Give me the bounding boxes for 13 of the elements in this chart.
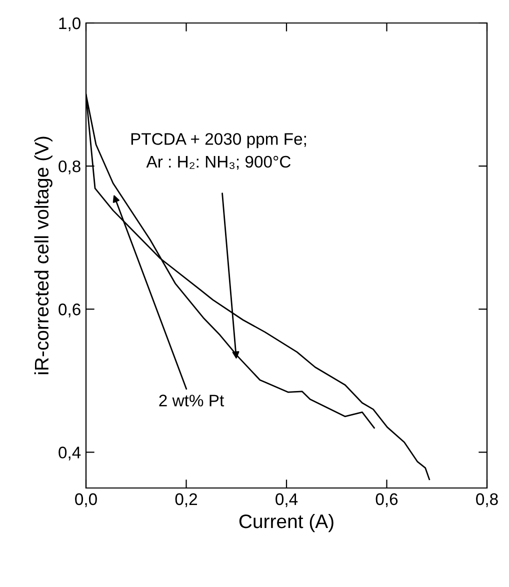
x-tick-label: 0,0 <box>75 493 97 508</box>
y-tick-label: 1,0 <box>59 17 80 32</box>
x-tick-label: 0,8 <box>476 493 498 508</box>
x-tick-label: 0,6 <box>376 493 398 508</box>
x-tick-label: 0,2 <box>175 493 197 508</box>
y-tick-label: 0,4 <box>58 446 81 460</box>
y-tick-label: 0,6 <box>58 304 80 318</box>
y-axis-title: iR-corrected cell voltage (V) <box>34 136 52 374</box>
annotation: PTCDA + 2030 ppm Fe; Ar : H₂: NH₃; 900°C <box>131 133 306 170</box>
x-axis-title: Current (A) <box>239 514 334 532</box>
x-tick-label: 0,4 <box>276 493 298 508</box>
annotation: 2 wt% Pt <box>159 394 224 406</box>
y-tick-label: 0,8 <box>58 160 80 174</box>
